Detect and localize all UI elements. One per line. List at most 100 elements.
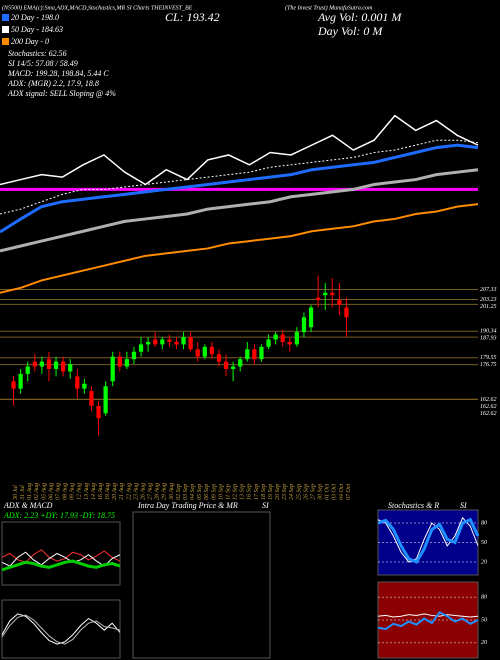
x-tick-label: 04 Oct: [338, 484, 345, 500]
x-tick-label: 30 Jul: [13, 485, 19, 501]
x-tick-label: 07 Oct: [346, 484, 352, 500]
series-line: [1, 549, 121, 563]
x-tick-label: 27 Aug: [148, 483, 154, 500]
candle-body: [146, 341, 151, 345]
y-tick-label: 50: [481, 540, 487, 546]
x-tick-label: 21 Aug: [119, 483, 125, 500]
x-tick-label: 12 Aug: [77, 483, 83, 500]
candle-body: [46, 359, 52, 369]
candle-body: [337, 300, 342, 306]
stat: ADX signal: SELL Sloping @ 4%: [7, 89, 116, 98]
level-label: 179.55: [480, 355, 497, 361]
candle-body: [195, 349, 200, 357]
candle-body: [231, 366, 236, 369]
candle-body: [11, 381, 16, 389]
level-label: 162.62: [480, 411, 497, 417]
candle-body: [174, 341, 179, 345]
candle-body: [238, 359, 243, 367]
series-line: [0, 168, 479, 253]
series-line: [1, 559, 121, 572]
legend-swatch: [2, 14, 9, 21]
candle-body: [82, 383, 87, 389]
y-tick-label: 80: [481, 595, 487, 601]
series-line: [0, 143, 479, 234]
candle-body: [252, 349, 257, 360]
panel-title: SI: [460, 501, 467, 510]
x-tick-label: 23 Sep: [282, 484, 288, 500]
candle-body: [18, 373, 23, 389]
stat: 200 Day - 0: [11, 37, 49, 46]
panel-title: ADX & MACD: [3, 501, 53, 510]
x-tick-label: 29 Aug: [162, 483, 168, 500]
candle-body: [323, 292, 328, 296]
x-tick-label: 12 Sep: [233, 484, 239, 500]
candle-body: [117, 356, 122, 367]
level-label: 190.34: [480, 328, 497, 335]
candle-body: [124, 359, 129, 367]
candle-body: [39, 361, 44, 367]
x-tick-label: 09 Aug: [70, 483, 76, 500]
candle-body: [61, 361, 66, 372]
level-label: 201.25: [480, 304, 497, 310]
x-tick-label: 05 Sep: [197, 484, 203, 500]
x-tick-label: 17 Sep: [254, 484, 260, 500]
x-tick-label: 04 Sep: [189, 484, 196, 500]
candle-body: [181, 337, 186, 345]
x-tick-label: 01 Aug: [27, 483, 33, 500]
x-tick-label: 22 Aug: [126, 483, 132, 500]
y-tick-label: 50: [481, 617, 487, 623]
x-tick-label: 09 Sep: [211, 484, 217, 500]
overlay-lines: [0, 114, 479, 294]
candle-body: [160, 339, 165, 345]
series-line: [377, 517, 480, 564]
x-tick-label: 03 Sep: [183, 484, 189, 500]
panel-background: [1, 521, 121, 586]
series-line: [377, 611, 479, 631]
x-tick-label: 31 Jul: [20, 485, 26, 501]
candle-body: [266, 339, 271, 347]
panel-title: SI: [262, 501, 269, 510]
x-tick-label: 14 Aug: [90, 483, 97, 500]
candle-body: [259, 346, 264, 360]
x-tick-label: 20 Aug: [112, 483, 118, 500]
candle-body: [138, 344, 144, 352]
x-tick-label: 06 Sep: [204, 484, 210, 500]
series-line: [377, 613, 479, 618]
series-line: [1, 614, 121, 645]
y-tick-label: 20: [481, 559, 487, 565]
candle-body: [273, 334, 278, 340]
stat: Stochastics: 62.56: [8, 49, 67, 58]
candle-body: [68, 364, 73, 372]
x-tick-label: 06 Aug: [48, 483, 54, 500]
stat: 20 Day - 198.0: [11, 13, 59, 22]
x-tick-label: 08 Aug: [63, 483, 69, 500]
x-tick-label: 30 Aug: [169, 483, 175, 501]
candle-body: [287, 341, 292, 345]
series-line: [1, 551, 121, 567]
x-tick-label: 11 Sep: [225, 484, 231, 500]
y-tick-label: 80: [481, 520, 487, 526]
x-tick-label: 25 Sep: [296, 484, 302, 500]
x-tick-label: 30 Sep: [318, 484, 324, 501]
candle-body: [25, 366, 30, 374]
x-tick-label: 02 Aug: [34, 483, 40, 500]
x-tick-label: 13 Aug: [84, 483, 90, 500]
candle-body: [32, 361, 37, 367]
x-tick-label: 19 Sep: [268, 484, 274, 500]
candles: 30 Jul 31 Jul 01 Aug 02 Aug 05 Aug 06 Aug 07 A…: [11, 275, 352, 501]
candle-body: [188, 337, 193, 350]
level-label: 187.93: [480, 336, 497, 342]
x-tick-label: 19 Aug: [105, 483, 111, 500]
candle-body: [223, 361, 229, 369]
x-tick-label: 16 Aug: [98, 483, 104, 500]
panel-background: [1, 599, 121, 659]
stat: 50 Day - 184.63: [11, 25, 63, 34]
candle-body: [344, 307, 349, 318]
x-tick-label: 10 Sep: [218, 484, 224, 500]
x-tick-label: 16 Sep: [247, 484, 253, 500]
candle-body: [280, 334, 285, 342]
level-label: 162.62: [480, 404, 497, 410]
site: (The Invest Trust) MunafaSutra.com: [285, 4, 373, 11]
avg-vol: Avg Vol: 0.001 M: [317, 10, 402, 24]
